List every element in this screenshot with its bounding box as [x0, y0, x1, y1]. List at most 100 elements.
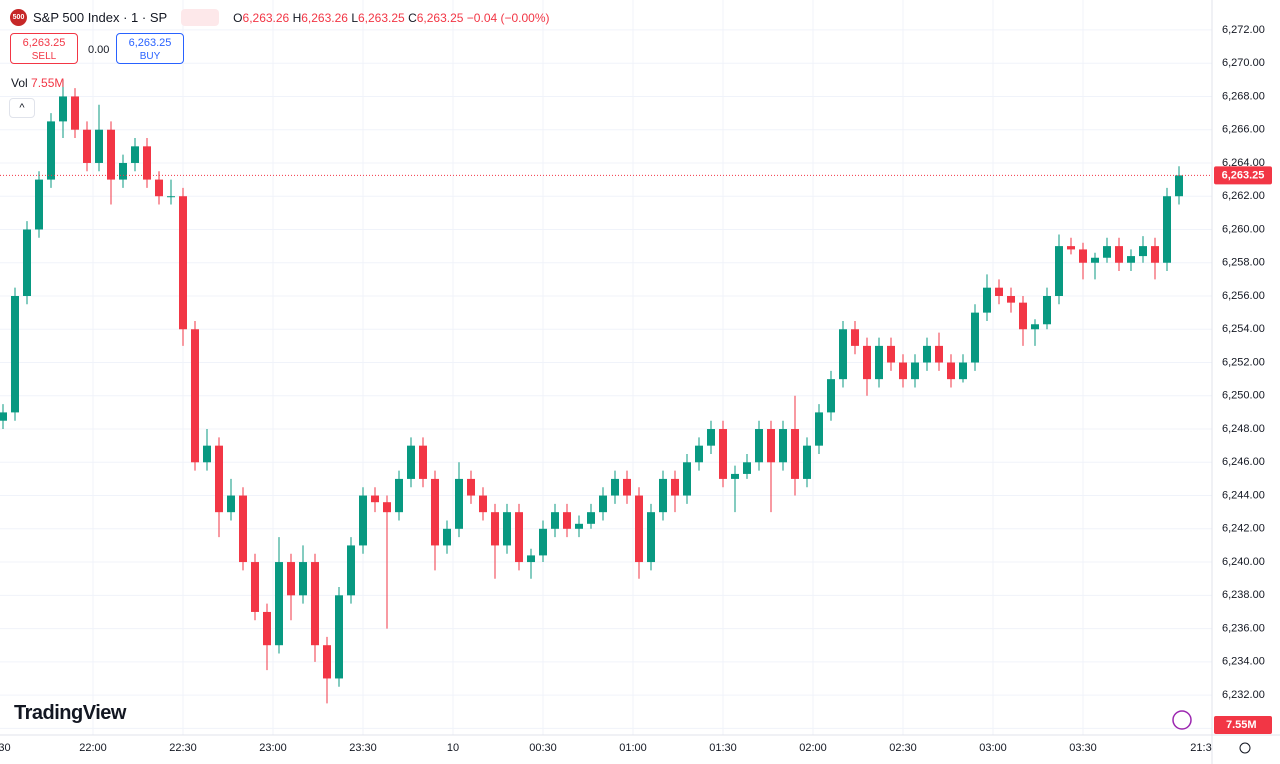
symbol[interactable]: S&P 500 Index · 1 · SP	[33, 10, 168, 25]
candle-body	[1151, 246, 1159, 263]
low: 6,263.25	[358, 10, 405, 25]
candle-body	[923, 345, 931, 363]
alert-button	[1172, 710, 1192, 730]
candle-body	[95, 129, 103, 163]
candle-body	[983, 287, 991, 313]
c-label: C	[408, 10, 417, 25]
candle-body	[947, 362, 955, 380]
candle-body	[1079, 249, 1087, 263]
x-tick-label: 21:3	[1190, 742, 1211, 754]
candle-body	[959, 362, 967, 380]
candle-body	[155, 179, 163, 197]
buy-button[interactable]: 6,263.25 BUY	[116, 33, 184, 64]
candle-body	[11, 295, 19, 413]
volume-tag	[1214, 716, 1272, 734]
x-tick-label: 22:30	[169, 742, 197, 754]
y-tick-label: 6,236.00	[1222, 622, 1265, 634]
x-tick-label: 03:30	[1069, 742, 1097, 754]
candle-body	[455, 478, 463, 529]
candle-body	[443, 528, 451, 546]
candle-body	[1055, 246, 1063, 296]
close: 6,263.25	[416, 10, 464, 25]
y-tick-label: 6,234.00	[1222, 656, 1265, 668]
x-tick-label: :30	[0, 742, 11, 754]
h-label: H	[292, 10, 302, 25]
y-tick-label: 6,268.00	[1222, 90, 1265, 102]
candle-body	[35, 179, 43, 230]
x-tick-label: 01:30	[709, 742, 737, 754]
candle-body	[1043, 295, 1051, 325]
sell-button[interactable]: 6,263.25 SELL	[10, 33, 78, 64]
sell-price: 6,263.25	[22, 37, 66, 49]
candle-body	[131, 146, 139, 163]
x-tick-label: 01:00	[619, 742, 647, 754]
candle-body	[815, 412, 823, 446]
candle-body	[791, 429, 799, 479]
x-tick-label: 10	[447, 742, 459, 754]
o-label: O	[233, 10, 243, 25]
candle-body	[635, 495, 643, 563]
y-tick-label: 6,250.00	[1222, 390, 1265, 402]
price-tag-label: 6,263.25	[1222, 169, 1265, 181]
candle-body	[227, 495, 235, 513]
y-tick-label: 6,254.00	[1222, 323, 1265, 335]
change: −0.04 (−0.00%)	[466, 10, 550, 25]
candle-body	[1115, 246, 1123, 263]
candle-body	[683, 462, 691, 496]
candle-body	[731, 473, 739, 479]
candle-body	[995, 287, 1003, 296]
candle-body	[323, 645, 331, 679]
candle-body	[251, 562, 259, 612]
x-tick-label: 23:30	[349, 742, 377, 754]
candle-body	[875, 345, 883, 380]
candle-body	[911, 362, 919, 380]
y-tick-label: 6,248.00	[1222, 423, 1265, 435]
y-tick-label: 6,260.00	[1222, 223, 1265, 235]
candle-body	[743, 462, 751, 474]
candle-body	[1163, 196, 1171, 263]
candle-body	[767, 429, 775, 463]
y-tick-label: 6,258.00	[1222, 257, 1265, 269]
candle-body	[83, 129, 91, 163]
pill[interactable]	[181, 9, 220, 26]
candle-body	[239, 495, 247, 563]
y-tick-label: 6,238.00	[1222, 589, 1265, 601]
candle-body	[719, 429, 727, 479]
brand: TradingView	[14, 702, 126, 724]
y-tick-label: 6,272.00	[1222, 24, 1265, 36]
y-tick-label: 6,262.00	[1222, 190, 1265, 202]
vol-value: 7.55M	[31, 76, 65, 90]
collapse-button[interactable]: ^	[9, 98, 35, 118]
candle-body	[383, 502, 391, 513]
open: 6,263.26	[242, 10, 290, 25]
candle-body	[359, 495, 367, 546]
y-tick-label: 6,256.00	[1222, 290, 1265, 302]
candle-body	[23, 229, 31, 296]
candle-body	[671, 478, 679, 496]
candle-body	[779, 429, 787, 463]
candle-body	[287, 562, 295, 596]
candle-body	[371, 495, 379, 503]
candle-body	[179, 196, 187, 330]
x-tick-label: 02:00	[799, 742, 827, 754]
buy-price: 6,263.25	[128, 37, 172, 49]
candle-body	[551, 512, 559, 529]
candle-body	[143, 146, 151, 180]
candle-body	[395, 478, 403, 513]
candle-body	[467, 478, 475, 496]
buy: BUY	[139, 51, 161, 62]
candle-body	[527, 555, 535, 563]
candle-body	[899, 362, 907, 380]
candle-body	[407, 445, 415, 479]
legend: 500 S&P 500 Index · 1 · SP O6,263.26 H6,…	[10, 9, 550, 26]
y-tick-label: 6,246.00	[1222, 456, 1265, 468]
sell: SELL	[31, 51, 57, 62]
candle-body	[119, 162, 127, 180]
candle-body	[1031, 324, 1039, 330]
candle-body	[563, 512, 571, 529]
candle-body	[659, 478, 667, 513]
candle-body	[623, 478, 631, 496]
y-tick-label: 6,242.00	[1222, 523, 1265, 535]
